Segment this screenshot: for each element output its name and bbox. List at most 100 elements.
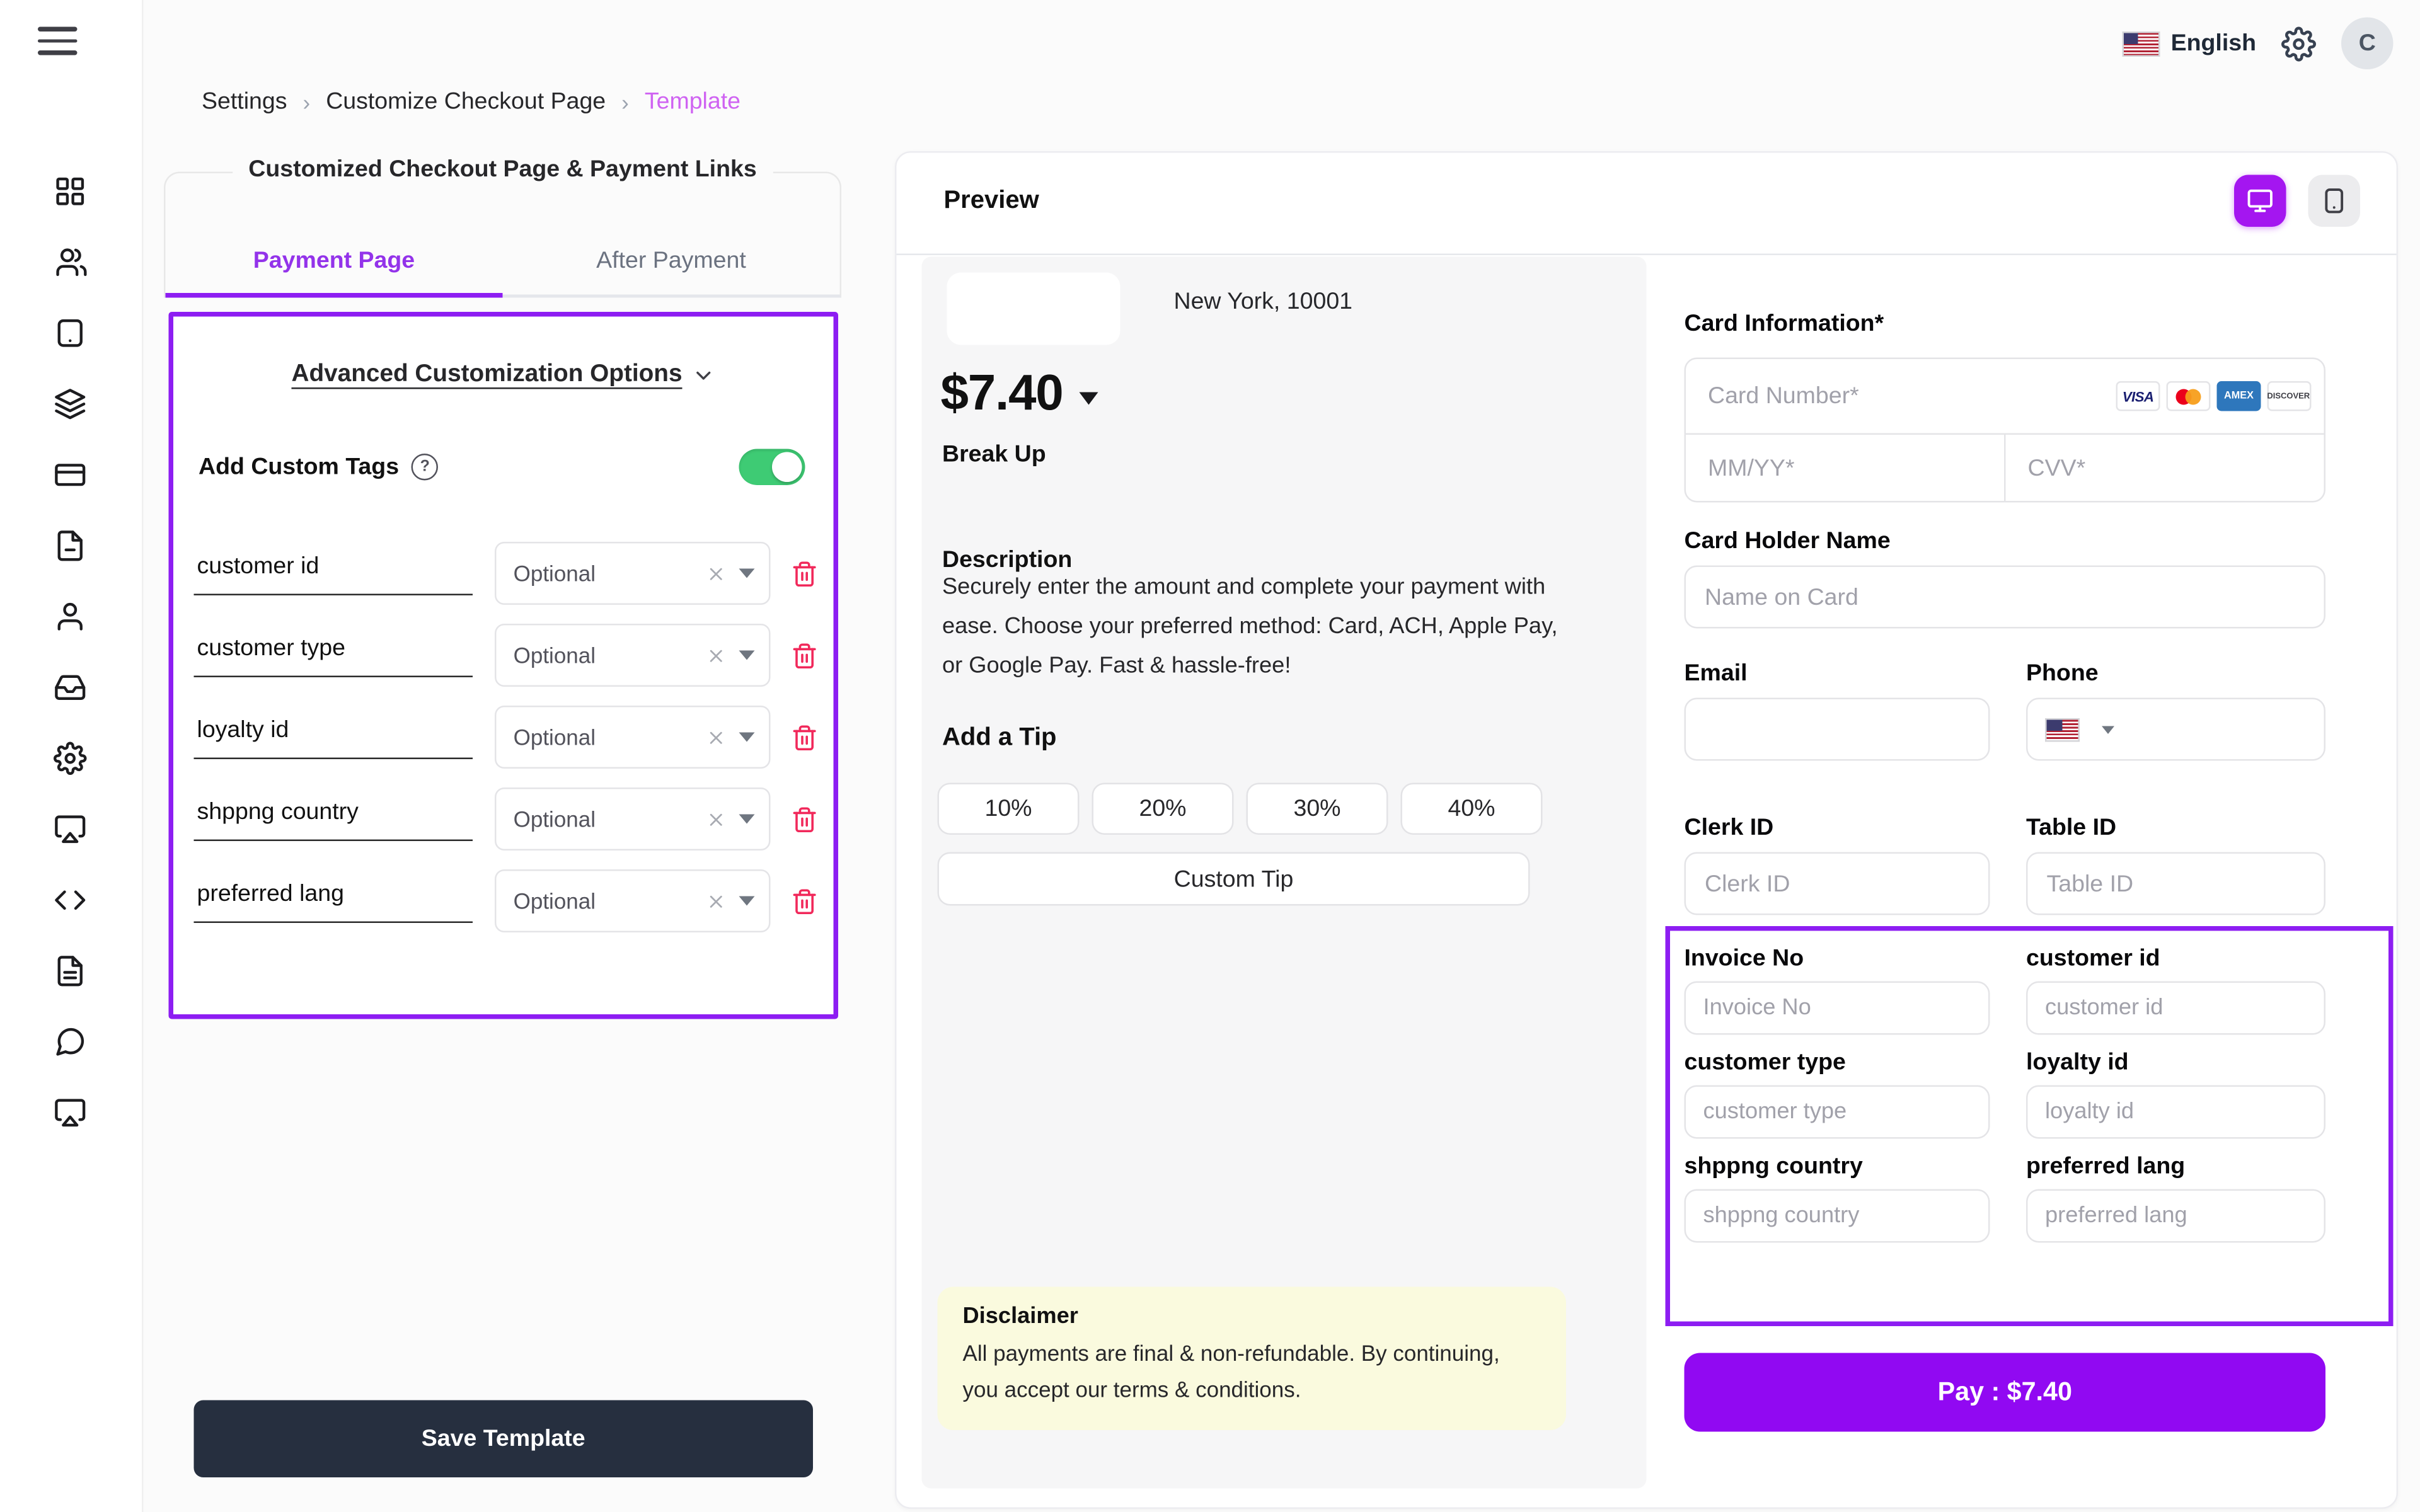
sidebar-item-code-icon[interactable] bbox=[54, 882, 88, 917]
avatar[interactable]: C bbox=[2341, 17, 2394, 69]
delete-tag-icon[interactable] bbox=[790, 640, 817, 670]
sidebar-item-users-icon[interactable] bbox=[54, 244, 88, 279]
clear-icon[interactable] bbox=[705, 891, 726, 912]
sidebar-item-credit-card-icon[interactable] bbox=[54, 457, 88, 491]
customer-id-label: customer id bbox=[2026, 945, 2160, 972]
custom-tip-button[interactable]: Custom Tip bbox=[937, 852, 1530, 906]
mobile-view-button[interactable] bbox=[2308, 175, 2360, 227]
breadcrumb-settings[interactable]: Settings bbox=[202, 88, 287, 115]
mastercard-badge bbox=[2166, 381, 2211, 411]
phone-input[interactable] bbox=[2026, 697, 2325, 761]
menu-icon[interactable] bbox=[38, 26, 78, 55]
help-icon[interactable] bbox=[412, 454, 439, 481]
checkout-preview-left: New York, 10001 $7.40 Break Up Descripti… bbox=[921, 256, 1647, 1489]
language-selector[interactable]: English bbox=[2122, 30, 2256, 57]
tag-requirement-select[interactable]: Optional bbox=[494, 624, 770, 687]
sidebar-item-tablet-icon[interactable] bbox=[54, 315, 88, 350]
sidebar-item-document-icon[interactable] bbox=[54, 953, 88, 988]
sidebar-item-screen-cast-icon[interactable] bbox=[54, 1095, 88, 1130]
clear-icon[interactable] bbox=[705, 563, 726, 584]
tab-after-payment[interactable]: After Payment bbox=[596, 246, 746, 273]
sidebar bbox=[0, 0, 144, 1512]
card-number-input[interactable] bbox=[1705, 381, 2116, 411]
tag-name-input[interactable]: shppng country bbox=[193, 798, 473, 840]
sidebar-item-screen-share-icon[interactable] bbox=[54, 811, 88, 846]
custom-field: customer id bbox=[2026, 945, 2325, 1035]
delete-tag-icon[interactable] bbox=[790, 886, 817, 916]
preview-panel: Preview New York, 10001 $7.40 Break Up D… bbox=[895, 151, 2398, 1509]
tag-name-input[interactable]: customer id bbox=[193, 552, 473, 595]
breadcrumb-customize-checkout[interactable]: Customize Checkout Page bbox=[326, 88, 606, 115]
tag-requirement-select[interactable]: Optional bbox=[494, 706, 770, 769]
tag-requirement-select[interactable]: Optional bbox=[494, 869, 770, 932]
main-content: English C Settings Customize Checkout Pa… bbox=[142, 0, 2420, 1512]
card-title: Customized Checkout Page & Payment Links bbox=[233, 156, 773, 183]
tip-20-button[interactable]: 20% bbox=[1092, 782, 1234, 835]
dropdown-caret-icon bbox=[738, 568, 754, 578]
breakup-link[interactable]: Break Up bbox=[942, 441, 1046, 468]
sidebar-item-user-icon[interactable] bbox=[54, 598, 88, 633]
table-id-label: Table ID bbox=[2026, 814, 2117, 842]
clear-icon[interactable] bbox=[705, 809, 726, 830]
advanced-options-toggle[interactable]: Advanced Customization Options bbox=[291, 360, 683, 388]
amount-row[interactable]: $7.40 bbox=[941, 364, 1098, 423]
desktop-view-button[interactable] bbox=[2234, 175, 2286, 227]
add-custom-tags-row: Add Custom Tags bbox=[199, 449, 805, 485]
delete-tag-icon[interactable] bbox=[790, 804, 817, 834]
sidebar-item-chat-icon[interactable] bbox=[54, 1024, 88, 1058]
card-holder-input[interactable] bbox=[1684, 565, 2325, 629]
invoice-no-input[interactable] bbox=[1684, 981, 1990, 1035]
checkout-settings-card: Customized Checkout Page & Payment Links… bbox=[164, 156, 841, 298]
dropdown-caret-icon bbox=[738, 650, 754, 660]
add-custom-tags-toggle[interactable] bbox=[739, 449, 805, 485]
tip-options: 10% 20% 30% 40% bbox=[937, 782, 1543, 835]
custom-tag-row: shppng country Optional bbox=[173, 778, 834, 860]
add-custom-tags-label: Add Custom Tags bbox=[199, 454, 400, 481]
expiry-cvv-row bbox=[1686, 435, 2324, 503]
custom-fields-grid: Invoice No customer id customer type bbox=[1670, 931, 2388, 1257]
email-input[interactable] bbox=[1684, 697, 1990, 761]
delete-tag-icon[interactable] bbox=[790, 722, 817, 752]
tag-name-input[interactable]: preferred lang bbox=[193, 879, 473, 922]
advanced-options-row: Advanced Customization Options bbox=[173, 361, 834, 389]
divider bbox=[2004, 435, 2006, 503]
tag-requirement-select[interactable]: Optional bbox=[494, 788, 770, 850]
tab-payment-page[interactable]: Payment Page bbox=[165, 226, 503, 298]
loyalty-id-input[interactable] bbox=[2026, 1085, 2325, 1139]
merchant-logo-placeholder bbox=[947, 272, 1121, 345]
tip-30-button[interactable]: 30% bbox=[1246, 782, 1388, 835]
tag-name-input[interactable]: loyalty id bbox=[193, 716, 473, 759]
tag-name-input[interactable]: customer type bbox=[193, 634, 473, 677]
shipping-country-input[interactable] bbox=[1684, 1189, 1990, 1243]
email-label: Email bbox=[1684, 660, 1748, 687]
clear-icon[interactable] bbox=[705, 727, 726, 748]
customer-type-input[interactable] bbox=[1684, 1085, 1990, 1139]
disclaimer-text: All payments are final & non-refundable.… bbox=[962, 1340, 1500, 1402]
pay-button[interactable]: Pay : $7.40 bbox=[1684, 1353, 2325, 1432]
sidebar-item-settings-icon[interactable] bbox=[54, 740, 88, 775]
card-information-label: Card Information* bbox=[1684, 310, 1884, 338]
sidebar-item-inbox-icon[interactable] bbox=[54, 670, 88, 704]
tag-requirement-select[interactable]: Optional bbox=[494, 542, 770, 605]
preferred-lang-input[interactable] bbox=[2026, 1189, 2325, 1243]
tip-40-button[interactable]: 40% bbox=[1400, 782, 1543, 835]
cvv-input[interactable] bbox=[2024, 454, 2305, 484]
us-flag-icon bbox=[2045, 717, 2080, 742]
customer-id-input[interactable] bbox=[2026, 981, 2325, 1035]
tip-10-button[interactable]: 10% bbox=[937, 782, 1080, 835]
card-holder-label: Card Holder Name bbox=[1684, 527, 1891, 555]
clear-icon[interactable] bbox=[705, 645, 726, 666]
card-brand-badges: VISA AMEX DISCOVER bbox=[2116, 381, 2312, 411]
clerk-id-input[interactable] bbox=[1684, 852, 1990, 915]
sidebar-item-layers-icon[interactable] bbox=[54, 386, 88, 421]
settings-gear-icon[interactable] bbox=[2281, 26, 2316, 61]
delete-tag-icon[interactable] bbox=[790, 558, 817, 588]
sidebar-item-dashboard-icon[interactable] bbox=[54, 173, 88, 208]
sidebar-nav bbox=[0, 173, 142, 1130]
sidebar-item-file-minus-icon[interactable] bbox=[54, 528, 88, 563]
expiry-input[interactable] bbox=[1705, 454, 1985, 484]
table-id-input[interactable] bbox=[2026, 852, 2325, 915]
save-template-button[interactable]: Save Template bbox=[193, 1400, 813, 1477]
phone-label: Phone bbox=[2026, 660, 2099, 687]
custom-tag-row: loyalty id Optional bbox=[173, 696, 834, 778]
